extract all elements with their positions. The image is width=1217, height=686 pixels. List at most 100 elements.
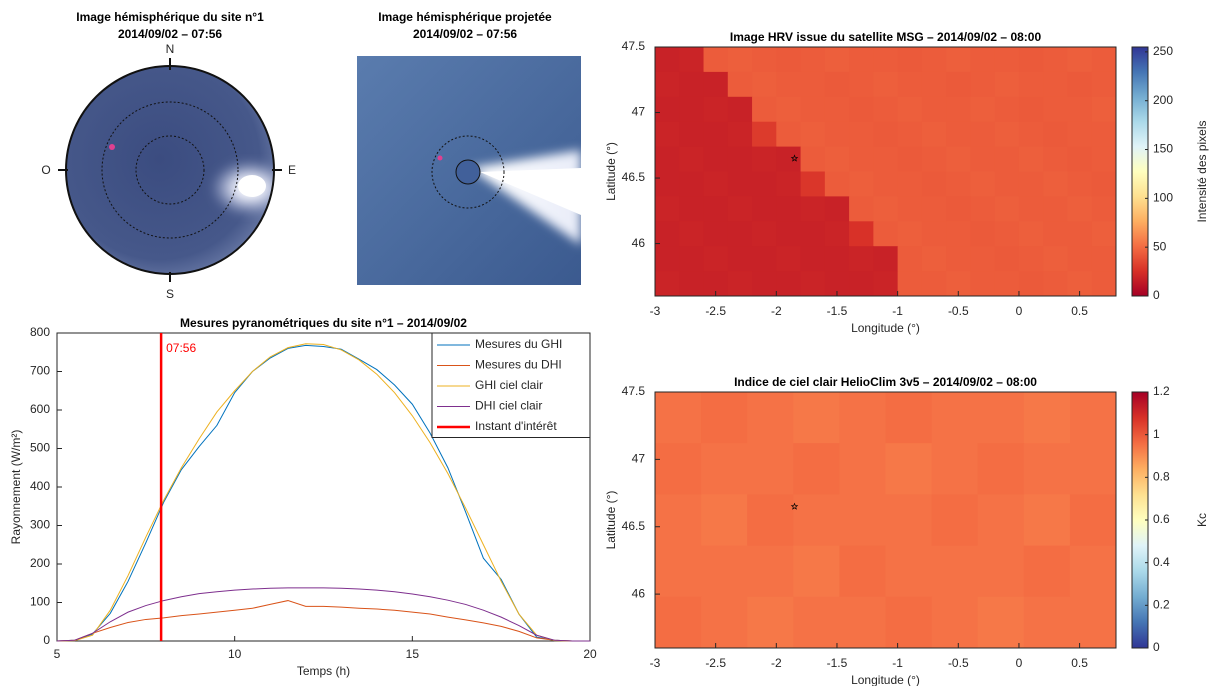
heatmap-cell (977, 443, 1025, 495)
heatmap-cell (747, 545, 794, 598)
y-tick-label: 400 (30, 479, 50, 493)
heatmap-cell (873, 221, 899, 247)
heatmap-cell (1067, 171, 1093, 197)
heatmap-cell (752, 47, 777, 73)
legend-label: Instant d'intérêt (475, 419, 557, 433)
heatmap-cell (824, 221, 850, 247)
heatmap-cell (776, 221, 802, 247)
heatmap-cell (793, 392, 840, 444)
plot-frame (654, 391, 1117, 649)
heatmap-cell (824, 71, 850, 98)
heatmap-cell (752, 271, 777, 297)
heatmap-cell (824, 47, 850, 73)
heatmap-cell (873, 271, 899, 297)
heatmap-cell (1069, 596, 1117, 649)
heatmap-cell (1067, 146, 1093, 172)
image-subtitle: 2014/09/02 – 07:56 (118, 27, 222, 41)
heatmap-cell (800, 146, 826, 172)
y-tick-label: 47.5 (622, 39, 646, 53)
heatmap-cell (994, 96, 1020, 123)
heatmap-cell (655, 47, 680, 73)
legend-label: Mesures du DHI (475, 358, 562, 372)
heatmap-cell (873, 171, 899, 197)
y-tick-label: 47 (632, 452, 646, 466)
heatmap-cell (800, 96, 826, 123)
heatmap-cell (727, 196, 753, 222)
heatmap-cell (1018, 71, 1044, 98)
y-tick-label: 200 (30, 556, 50, 570)
heatmap-cell (1018, 196, 1044, 222)
heatmap-cell (655, 392, 702, 444)
heatmap-cell (1043, 71, 1068, 98)
fisheye-image (58, 58, 282, 282)
y-tick-label: 0 (43, 633, 50, 647)
heatmap-cell (970, 196, 996, 222)
heatmap-cell (824, 121, 850, 148)
heatmap-cell (994, 196, 1020, 222)
heatmap-cell (873, 196, 899, 222)
heatmap-cell (946, 246, 971, 272)
heatmap-cell (727, 246, 753, 272)
heatmap-cell (1023, 443, 1071, 495)
x-tick-label: 20 (583, 647, 597, 661)
heatmap-cell (849, 196, 874, 222)
heatmap-cell (873, 246, 899, 272)
heatmap-cell (1067, 246, 1093, 272)
heatmap-cell (977, 392, 1025, 444)
heatmap-cell (655, 96, 680, 123)
heatmap-cell (873, 96, 899, 123)
heatmap-cell (970, 221, 996, 247)
colorbar-tick-label: 0.4 (1153, 555, 1170, 569)
x-axis-label: Longitude (°) (851, 673, 920, 686)
heatmap-cell (703, 246, 729, 272)
heatmap-cell (679, 121, 705, 148)
heatmap-cell (1067, 221, 1093, 247)
heatmap-cell (824, 171, 850, 197)
heatmap-cell (776, 246, 802, 272)
heatmap-cell (839, 596, 886, 649)
y-tick-label: 100 (30, 595, 50, 609)
heatmap-cell (655, 271, 680, 297)
heatmap-cell (1069, 392, 1117, 444)
heatmap-cell (921, 246, 947, 272)
heatmap-cell (885, 545, 933, 598)
heatmap-cell (776, 121, 802, 148)
colorbar (1131, 46, 1149, 297)
heatmap-cell (776, 271, 802, 297)
heatmap-cell (897, 146, 923, 172)
heatmap-cell (849, 246, 874, 272)
colorbar-tick-label: 0 (1153, 288, 1160, 302)
heatmap-cell (727, 271, 753, 297)
colorbar-tick-label: 1 (1153, 427, 1160, 441)
heatmap-cell (839, 392, 886, 444)
heatmap-cell (885, 443, 933, 495)
x-tick-label: 15 (406, 647, 420, 661)
y-tick-label: 46.5 (622, 170, 646, 184)
heatmap-cell (946, 121, 971, 148)
y-tick-label: 46 (632, 236, 646, 250)
heatmap-cell (946, 221, 971, 247)
heatmap-cell (921, 96, 947, 123)
heatmap-cell (655, 171, 680, 197)
colorbar-tick-label: 200 (1153, 93, 1173, 107)
heatmap-cell (977, 545, 1025, 598)
image-title: Image hémisphérique du site n°1 (76, 10, 264, 24)
heatmap-cell (800, 246, 826, 272)
y-tick-label: 300 (30, 518, 50, 532)
plot-frame (654, 46, 1117, 297)
heatmap-cell (849, 47, 874, 73)
colorbar-tick-label: 0.8 (1153, 470, 1170, 484)
heatmap-cell (839, 443, 886, 495)
heatmap-cell (970, 96, 996, 123)
heatmap-cell (970, 71, 996, 98)
heatmap-cell (703, 47, 729, 73)
heatmap-cell (747, 392, 794, 444)
heatmap-cell (970, 246, 996, 272)
x-tick-label: 10 (228, 647, 242, 661)
heatmap-cell (800, 221, 826, 247)
heatmap-cell (946, 96, 971, 123)
heatmap-cell (1018, 146, 1044, 172)
heatmap-cell (921, 171, 947, 197)
legend-label: DHI ciel clair (475, 399, 542, 413)
colorbar-tick-label: 1.2 (1153, 384, 1170, 398)
